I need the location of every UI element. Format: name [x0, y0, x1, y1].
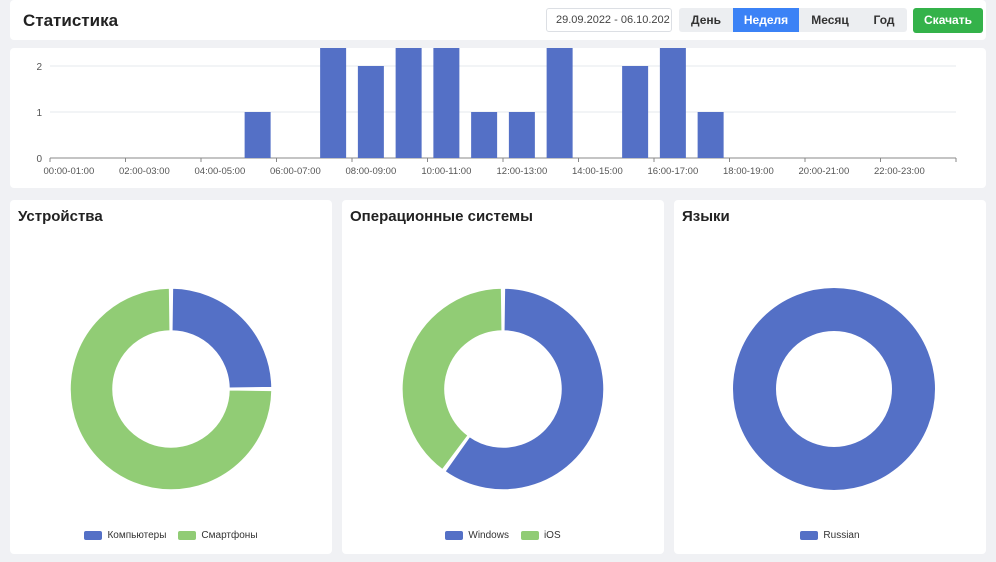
legend-label: Russian [823, 530, 860, 541]
bar[interactable] [546, 48, 573, 158]
pie-slice[interactable] [401, 287, 503, 471]
legend-label: Компьютеры [107, 530, 167, 541]
x-tick-label: 20:00-21:00 [799, 166, 850, 177]
legend-item-windows[interactable]: Windows [445, 530, 509, 541]
x-tick-label: 02:00-03:00 [119, 166, 170, 177]
devices-title: Устройства [18, 208, 103, 225]
bar[interactable] [244, 112, 271, 158]
x-tick-label: 18:00-19:00 [723, 166, 774, 177]
y-tick-label: 1 [36, 108, 42, 119]
legend-swatch [520, 531, 539, 540]
legend-item-russian[interactable]: Russian [800, 530, 860, 541]
languages-title: Языки [682, 208, 730, 225]
y-tick-label: 0 [36, 154, 42, 165]
devices-card: Устройства Компьютеры Смартфоны [10, 200, 332, 554]
period-week-button[interactable]: Неделя [733, 8, 799, 32]
y-tick-label: 2 [36, 62, 42, 73]
x-tick-label: 12:00-13:00 [497, 166, 548, 177]
os-legend: Windows iOS [342, 530, 664, 541]
bar[interactable] [433, 48, 460, 158]
devices-donut-chart [69, 287, 273, 491]
bar[interactable] [471, 112, 498, 158]
bar[interactable] [622, 66, 649, 158]
legend-label: Windows [468, 530, 509, 541]
x-tick-label: 00:00-01:00 [44, 166, 95, 177]
x-tick-label: 10:00-11:00 [421, 166, 471, 177]
legend-swatch [84, 531, 103, 540]
legend-item-computers[interactable]: Компьютеры [84, 530, 166, 541]
pie-slice[interactable] [171, 287, 273, 389]
x-tick-label: 22:00-23:00 [874, 166, 925, 177]
period-month-button[interactable]: Месяц [811, 13, 849, 27]
bar[interactable] [697, 112, 724, 158]
period-selector: День Неделя Месяц Год [679, 8, 907, 32]
x-tick-label: 06:00-07:00 [270, 166, 321, 177]
page-title: Статистика [23, 11, 119, 30]
languages-donut-chart [733, 288, 935, 490]
os-title: Операционные системы [350, 208, 533, 225]
x-tick-label: 14:00-15:00 [572, 166, 623, 177]
pie-slice[interactable] [733, 288, 935, 490]
x-tick-label: 08:00-09:00 [346, 166, 397, 177]
date-range-input[interactable]: 29.09.2022 - 06.10.202 [546, 8, 672, 32]
x-tick-label: 16:00-17:00 [648, 166, 699, 177]
legend-item-smartphones[interactable]: Смартфоны [178, 530, 258, 541]
x-tick-label: 04:00-05:00 [195, 166, 246, 177]
devices-legend: Компьютеры Смартфоны [10, 530, 332, 541]
legend-item-ios[interactable]: iOS [520, 530, 561, 541]
legend-label: Смартфоны [201, 530, 258, 541]
os-donut-chart [401, 287, 605, 491]
legend-label: iOS [543, 530, 561, 541]
bar[interactable] [508, 112, 535, 158]
bar[interactable] [320, 48, 347, 158]
pie-slice[interactable] [444, 287, 605, 491]
languages-card: Языки Russian [674, 200, 986, 554]
languages-legend: Russian [674, 530, 986, 541]
legend-swatch [445, 531, 464, 540]
period-day-button[interactable]: День [691, 13, 721, 27]
pie-slice[interactable] [69, 287, 273, 491]
legend-swatch [800, 531, 819, 540]
bar[interactable] [659, 48, 686, 158]
header-bar: Статистика 29.09.2022 - 06.10.202 День Н… [10, 0, 986, 40]
hourly-bar-chart: 0 1 2 00:00-01:00 02:00-03:00 04:00-05:00 06:0… [36, 48, 957, 177]
download-button[interactable]: Скачать [913, 8, 983, 33]
bar[interactable] [395, 48, 422, 158]
period-year-button[interactable]: Год [873, 13, 895, 27]
bar[interactable] [357, 66, 384, 158]
hourly-chart-card: 0 1 2 00:00-01:00 02:00-03:00 04:00-05:00 06:0… [10, 48, 986, 188]
legend-swatch [178, 531, 197, 540]
os-card: Операционные системы Windows iOS [342, 200, 664, 554]
